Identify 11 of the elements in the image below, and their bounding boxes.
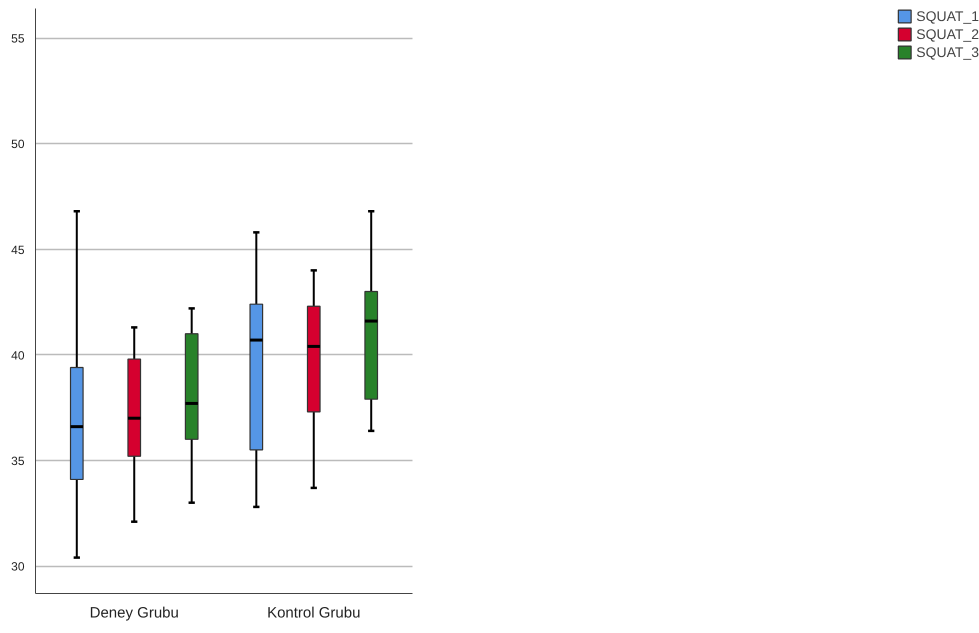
x-tick-label: Deney Grubu — [90, 604, 179, 622]
y-tick-label: 30 — [11, 560, 25, 574]
y-tick-label: 50 — [11, 137, 25, 152]
y-tick-label: 55 — [11, 32, 25, 46]
y-tick-label: 40 — [11, 348, 25, 362]
y-tick-label: 35 — [11, 454, 25, 468]
x-tick-label: Kontrol Grubu — [267, 604, 360, 622]
legend-label: SQUAT_1 — [916, 8, 979, 24]
y-tick-label: 45 — [11, 242, 25, 257]
legend-label: SQUAT_2 — [916, 26, 979, 42]
legend-label: SQUAT_3 — [916, 44, 979, 60]
